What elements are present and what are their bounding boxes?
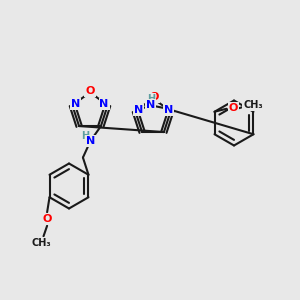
Text: O: O (85, 86, 95, 97)
Text: H: H (81, 130, 89, 141)
Text: CH₃: CH₃ (243, 100, 263, 110)
Text: H: H (147, 94, 155, 104)
Text: O: O (42, 214, 52, 224)
Text: O: O (150, 92, 159, 103)
Text: N: N (71, 99, 80, 109)
Text: N: N (86, 136, 95, 146)
Text: N: N (146, 100, 155, 110)
Text: O: O (228, 103, 238, 113)
Text: N: N (134, 105, 143, 115)
Text: CH₃: CH₃ (31, 238, 51, 248)
Text: N: N (164, 105, 173, 115)
Text: N: N (100, 99, 109, 109)
